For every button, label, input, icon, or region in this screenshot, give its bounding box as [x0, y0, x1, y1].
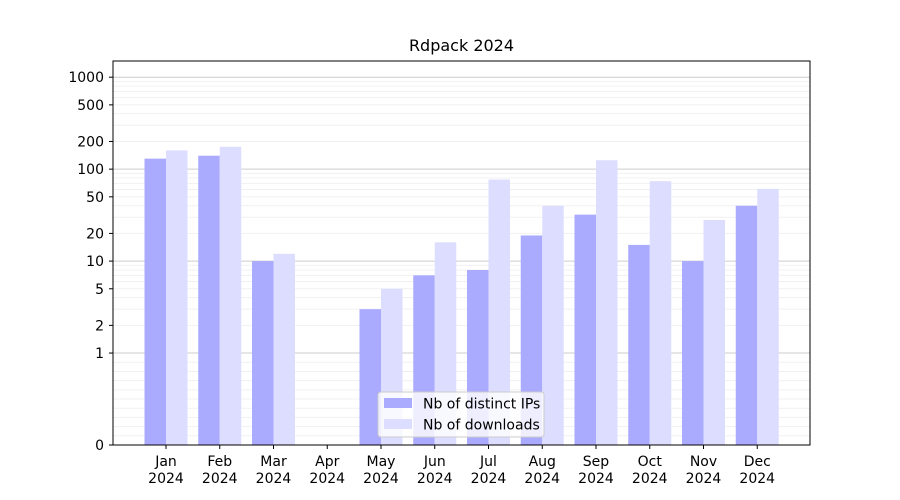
x-tick-label-year: 2024: [148, 471, 184, 487]
x-tick-label-month: Sep: [583, 454, 610, 470]
x-tick-label-year: 2024: [309, 471, 345, 487]
legend-box: [377, 391, 545, 438]
bar-downloads: [649, 181, 672, 445]
x-tick-label-month: Mar: [260, 454, 287, 470]
bar-downloads: [219, 146, 242, 445]
legend: Nb of distinct IPs Nb of downloads: [377, 391, 545, 438]
legend-label-downloads: Nb of downloads: [423, 418, 540, 434]
bar-distinct-ips: [682, 261, 704, 445]
x-tick-label-year: 2024: [471, 471, 507, 487]
x-tick-label-year: 2024: [578, 471, 614, 487]
x-tick-label-year: 2024: [256, 471, 292, 487]
y-tick-label: 10: [86, 254, 104, 270]
bar-distinct-ips: [198, 155, 220, 445]
legend-swatch-downloads: [384, 419, 412, 429]
plot-frame: [112, 60, 811, 446]
y-tick-label: 500: [77, 98, 104, 114]
bar-downloads: [488, 179, 510, 445]
y-tick-label: 5: [95, 282, 104, 298]
chart-title: Rdpack 2024: [409, 36, 514, 55]
x-tick-label-month: Jan: [154, 454, 177, 470]
x-tick-label-year: 2024: [202, 471, 238, 487]
bar-downloads: [703, 219, 725, 445]
x-tick-label-year: 2024: [739, 471, 775, 487]
legend-label-distinct-ips: Nb of distinct IPs: [423, 397, 540, 413]
y-tick-label: 200: [77, 134, 104, 150]
y-tick-label: 0: [95, 438, 104, 454]
y-tick-label: 50: [86, 190, 104, 206]
legend-swatch-distinct-ips: [384, 398, 412, 408]
bar-distinct-ips: [574, 214, 596, 445]
x-tick-label-year: 2024: [524, 471, 560, 487]
bar-downloads: [166, 150, 188, 446]
bar-distinct-ips: [628, 244, 650, 445]
x-tick-label-month: Jul: [479, 454, 497, 470]
x-tick-label-year: 2024: [632, 471, 668, 487]
bar-distinct-ips: [735, 205, 758, 445]
bar-downloads: [273, 253, 295, 445]
x-tick-label-month: May: [367, 454, 396, 470]
y-tick-label: 1: [95, 346, 104, 362]
x-tick-label-month: Oct: [638, 454, 663, 470]
bar-downloads: [757, 188, 779, 446]
bar-downloads: [596, 160, 618, 445]
y-tick-label: 20: [86, 226, 104, 242]
x-tick-label-month: Jun: [423, 454, 446, 470]
bar-distinct-ips: [359, 309, 381, 445]
y-tick-label: 1000: [68, 70, 104, 86]
y-tick-label: 2: [95, 318, 104, 334]
y-tick-label: 100: [77, 162, 104, 178]
x-axis: Jan2024Feb2024Mar2024Apr2024May2024Jun20…: [148, 445, 775, 487]
x-tick-label-year: 2024: [686, 471, 722, 487]
x-tick-label-year: 2024: [417, 471, 453, 487]
x-tick-label-month: Nov: [690, 454, 717, 470]
x-tick-label-month: Aug: [529, 454, 556, 470]
bar-distinct-ips: [144, 158, 166, 446]
x-tick-label-month: Apr: [315, 454, 339, 470]
bar-distinct-ips: [252, 261, 274, 445]
y-axis: 0 1 2 5 10 20 50 100 200 500 1000: [68, 70, 113, 454]
x-tick-label-month: Feb: [207, 454, 232, 470]
bar-downloads: [542, 205, 564, 445]
x-tick-label-month: Dec: [744, 454, 771, 470]
x-tick-label-year: 2024: [363, 471, 399, 487]
